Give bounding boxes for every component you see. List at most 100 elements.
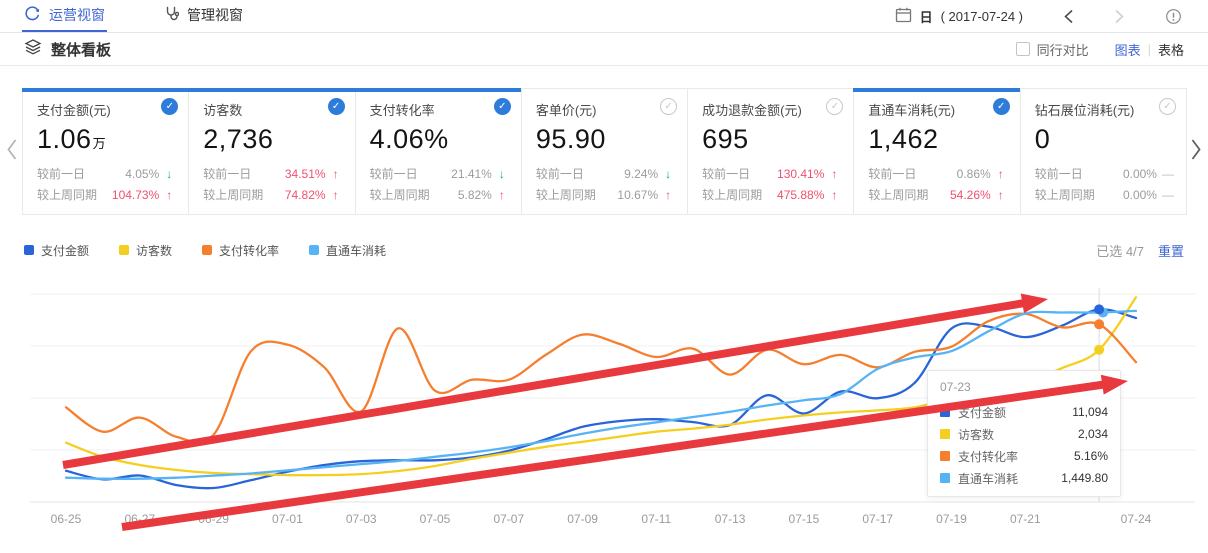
info-icon[interactable] xyxy=(1165,8,1182,25)
layers-icon xyxy=(24,38,42,61)
prev-date-button[interactable] xyxy=(1063,8,1074,25)
metric-change-row: 较前一日 0.86% ↑ xyxy=(868,164,1005,185)
tooltip-swatch xyxy=(940,473,950,483)
legend-item[interactable]: 访客数 xyxy=(119,242,172,259)
tooltip-swatch xyxy=(940,429,950,439)
metric-title: 支付转化率 xyxy=(369,103,435,118)
tooltip-series-value: 5.16% xyxy=(1073,449,1108,463)
metric-value: 1.06万 xyxy=(37,124,107,154)
change-label: 较上周同期 xyxy=(868,188,929,202)
peer-compare-checkbox[interactable] xyxy=(1015,42,1030,56)
legend-label: 支付金额 xyxy=(41,243,90,258)
legend-item[interactable]: 支付转化率 xyxy=(202,242,279,259)
view-chart-toggle[interactable]: 图表 xyxy=(1114,42,1141,58)
metric-value: 1,462 xyxy=(868,124,939,154)
date-picker[interactable]: 日 ( 2017-07-24 ) xyxy=(895,7,1023,26)
change-label: 较上周同期 xyxy=(369,188,430,202)
x-tick-label: 07-05 xyxy=(420,512,451,526)
x-tick-label: 06-27 xyxy=(124,512,155,526)
reset-link[interactable]: 重置 xyxy=(1157,243,1184,259)
hover-dot-支付金额 xyxy=(1094,304,1105,315)
tooltip-series-value: 2,034 xyxy=(1077,427,1108,441)
window-tabs: 运营视窗 管理视窗 xyxy=(0,0,299,32)
flat-dash-icon: — xyxy=(1161,188,1174,202)
metric-change-row: 较上周同期 54.26% ↑ xyxy=(868,185,1005,206)
change-label: 较上周同期 xyxy=(702,188,763,202)
up-arrow-icon: ↑ xyxy=(997,167,1004,181)
metric-title: 成功退款金额(元) xyxy=(702,103,802,118)
up-arrow-icon: ↑ xyxy=(166,188,173,202)
legend-item[interactable]: 直通车消耗 xyxy=(309,242,386,259)
up-arrow-icon: ↑ xyxy=(997,188,1004,202)
selected-check-icon[interactable]: ✓ xyxy=(327,98,345,115)
calendar-icon xyxy=(895,7,912,26)
tooltip-swatch xyxy=(940,407,950,417)
section-bar: 整体看板 同行对比 图表 | 表格 xyxy=(0,33,1208,66)
metric-title: 支付金额(元) xyxy=(37,103,111,118)
metric-card[interactable]: ✓ 直通车消耗(元) 1,462 较前一日 0.86% ↑ 较上周同期 54.26% ↑ xyxy=(853,88,1021,215)
flat-dash-icon: — xyxy=(1161,167,1174,181)
legend-swatch xyxy=(24,245,34,255)
metric-value: 0 xyxy=(1034,124,1051,154)
up-arrow-icon: ↑ xyxy=(665,188,672,202)
x-tick-label: 07-17 xyxy=(862,512,893,526)
unselected-check-icon[interactable]: ✓ xyxy=(826,98,844,115)
selected-check-icon[interactable]: ✓ xyxy=(161,98,179,115)
metric-card[interactable]: ✓ 成功退款金额(元) 695 较前一日 130.41% ↑ 较上周同期 475.88% ↑ xyxy=(687,88,855,215)
legend-swatch xyxy=(119,245,130,255)
change-value: 104.73% xyxy=(111,188,160,202)
tooltip-series-name: 支付金额 xyxy=(958,405,1007,420)
down-arrow-icon: ↓ xyxy=(665,167,672,181)
x-tick-label: 07-07 xyxy=(493,512,524,526)
x-tick-label: 07-13 xyxy=(715,512,746,526)
view-toggle-divider: | xyxy=(1147,41,1151,57)
change-value: 475.88% xyxy=(777,188,825,202)
change-value: 21.41% xyxy=(451,167,492,181)
x-tick-label: 07-01 xyxy=(272,512,303,526)
change-label: 较上周同期 xyxy=(203,188,264,202)
metric-card[interactable]: ✓ 访客数 2,736 较前一日 34.51% ↑ 较上周同期 74.82% ↑ xyxy=(188,88,356,215)
trend-chart[interactable]: 06-25 06-27 06-29 07-01 07-03 07-05 07-07 07-09… xyxy=(0,268,1208,553)
down-arrow-icon: ↓ xyxy=(166,167,173,181)
metric-card[interactable]: ✓ 支付金额(元) 1.06万 较前一日 4.05% ↓ 较上周同期 104.73% ↑ xyxy=(22,88,190,215)
date-granularity[interactable]: 日 xyxy=(919,9,933,25)
selected-check-icon[interactable]: ✓ xyxy=(493,98,511,115)
legend-label: 直通车消耗 xyxy=(326,243,387,258)
x-tick-label: 07-03 xyxy=(346,512,377,526)
tab-label: 管理视窗 xyxy=(187,7,243,23)
metric-change-row: 较前一日 4.05% ↓ xyxy=(37,164,174,185)
metric-card[interactable]: ✓ 客单价(元) 95.90 较前一日 9.24% ↓ 较上周同期 10.67% ↑ xyxy=(520,88,689,215)
unselected-check-icon[interactable]: ✓ xyxy=(1158,98,1176,115)
metric-value-unit: 万 xyxy=(92,136,107,151)
change-label: 较前一日 xyxy=(535,167,584,181)
metric-change-row: 较上周同期 10.67% ↑ xyxy=(536,185,673,206)
x-tick-label: 07-09 xyxy=(567,512,598,526)
peer-compare-label[interactable]: 同行对比 xyxy=(1036,42,1089,58)
date-navigation xyxy=(1023,8,1182,25)
next-date-button[interactable] xyxy=(1114,8,1125,25)
cards-prev-icon[interactable] xyxy=(5,138,18,166)
metric-title: 客单价(元) xyxy=(535,103,597,118)
metric-change-row: 较上周同期 5.82% ↑ xyxy=(370,185,507,206)
unselected-check-icon[interactable]: ✓ xyxy=(660,98,678,115)
change-label: 较上周同期 xyxy=(37,188,98,202)
hover-dot-访客数 xyxy=(1094,344,1105,355)
top-header: 运营视窗 管理视窗 日 ( 2 xyxy=(0,0,1208,33)
x-tick-label: 07-11 xyxy=(641,512,671,526)
tooltip-row: 直通车消耗 1,449.80 xyxy=(940,467,1108,489)
metric-value: 4.06% xyxy=(369,124,449,154)
tab-management-window[interactable]: 管理视窗 xyxy=(161,0,245,32)
cards-next-icon[interactable] xyxy=(1190,138,1203,166)
section-title: 整体看板 xyxy=(51,41,112,59)
metric-card[interactable]: ✓ 支付转化率 4.06% 较前一日 21.41% ↓ 较上周同期 5.82% ↑ xyxy=(354,88,523,215)
selected-check-icon[interactable]: ✓ xyxy=(992,98,1010,115)
tooltip-series-value: 11,094 xyxy=(1072,405,1108,419)
legend-item[interactable]: 支付金额 xyxy=(24,242,89,259)
section-controls: 同行对比 图表 | 表格 xyxy=(1015,40,1184,59)
chart-tooltip: 07-23 支付金额 11,094 访客数 2,034 支付转化率 5.16% 直通车消耗 1… xyxy=(927,370,1121,497)
tab-operations-window[interactable]: 运营视窗 xyxy=(22,0,107,32)
change-value: 4.05% xyxy=(125,167,160,181)
view-table-toggle[interactable]: 表格 xyxy=(1157,42,1184,58)
up-arrow-icon: ↑ xyxy=(332,167,339,181)
metric-card[interactable]: ✓ 钻石展位消耗(元) 0 较前一日 0.00% — 较上周同期 0.00% — xyxy=(1019,88,1187,215)
